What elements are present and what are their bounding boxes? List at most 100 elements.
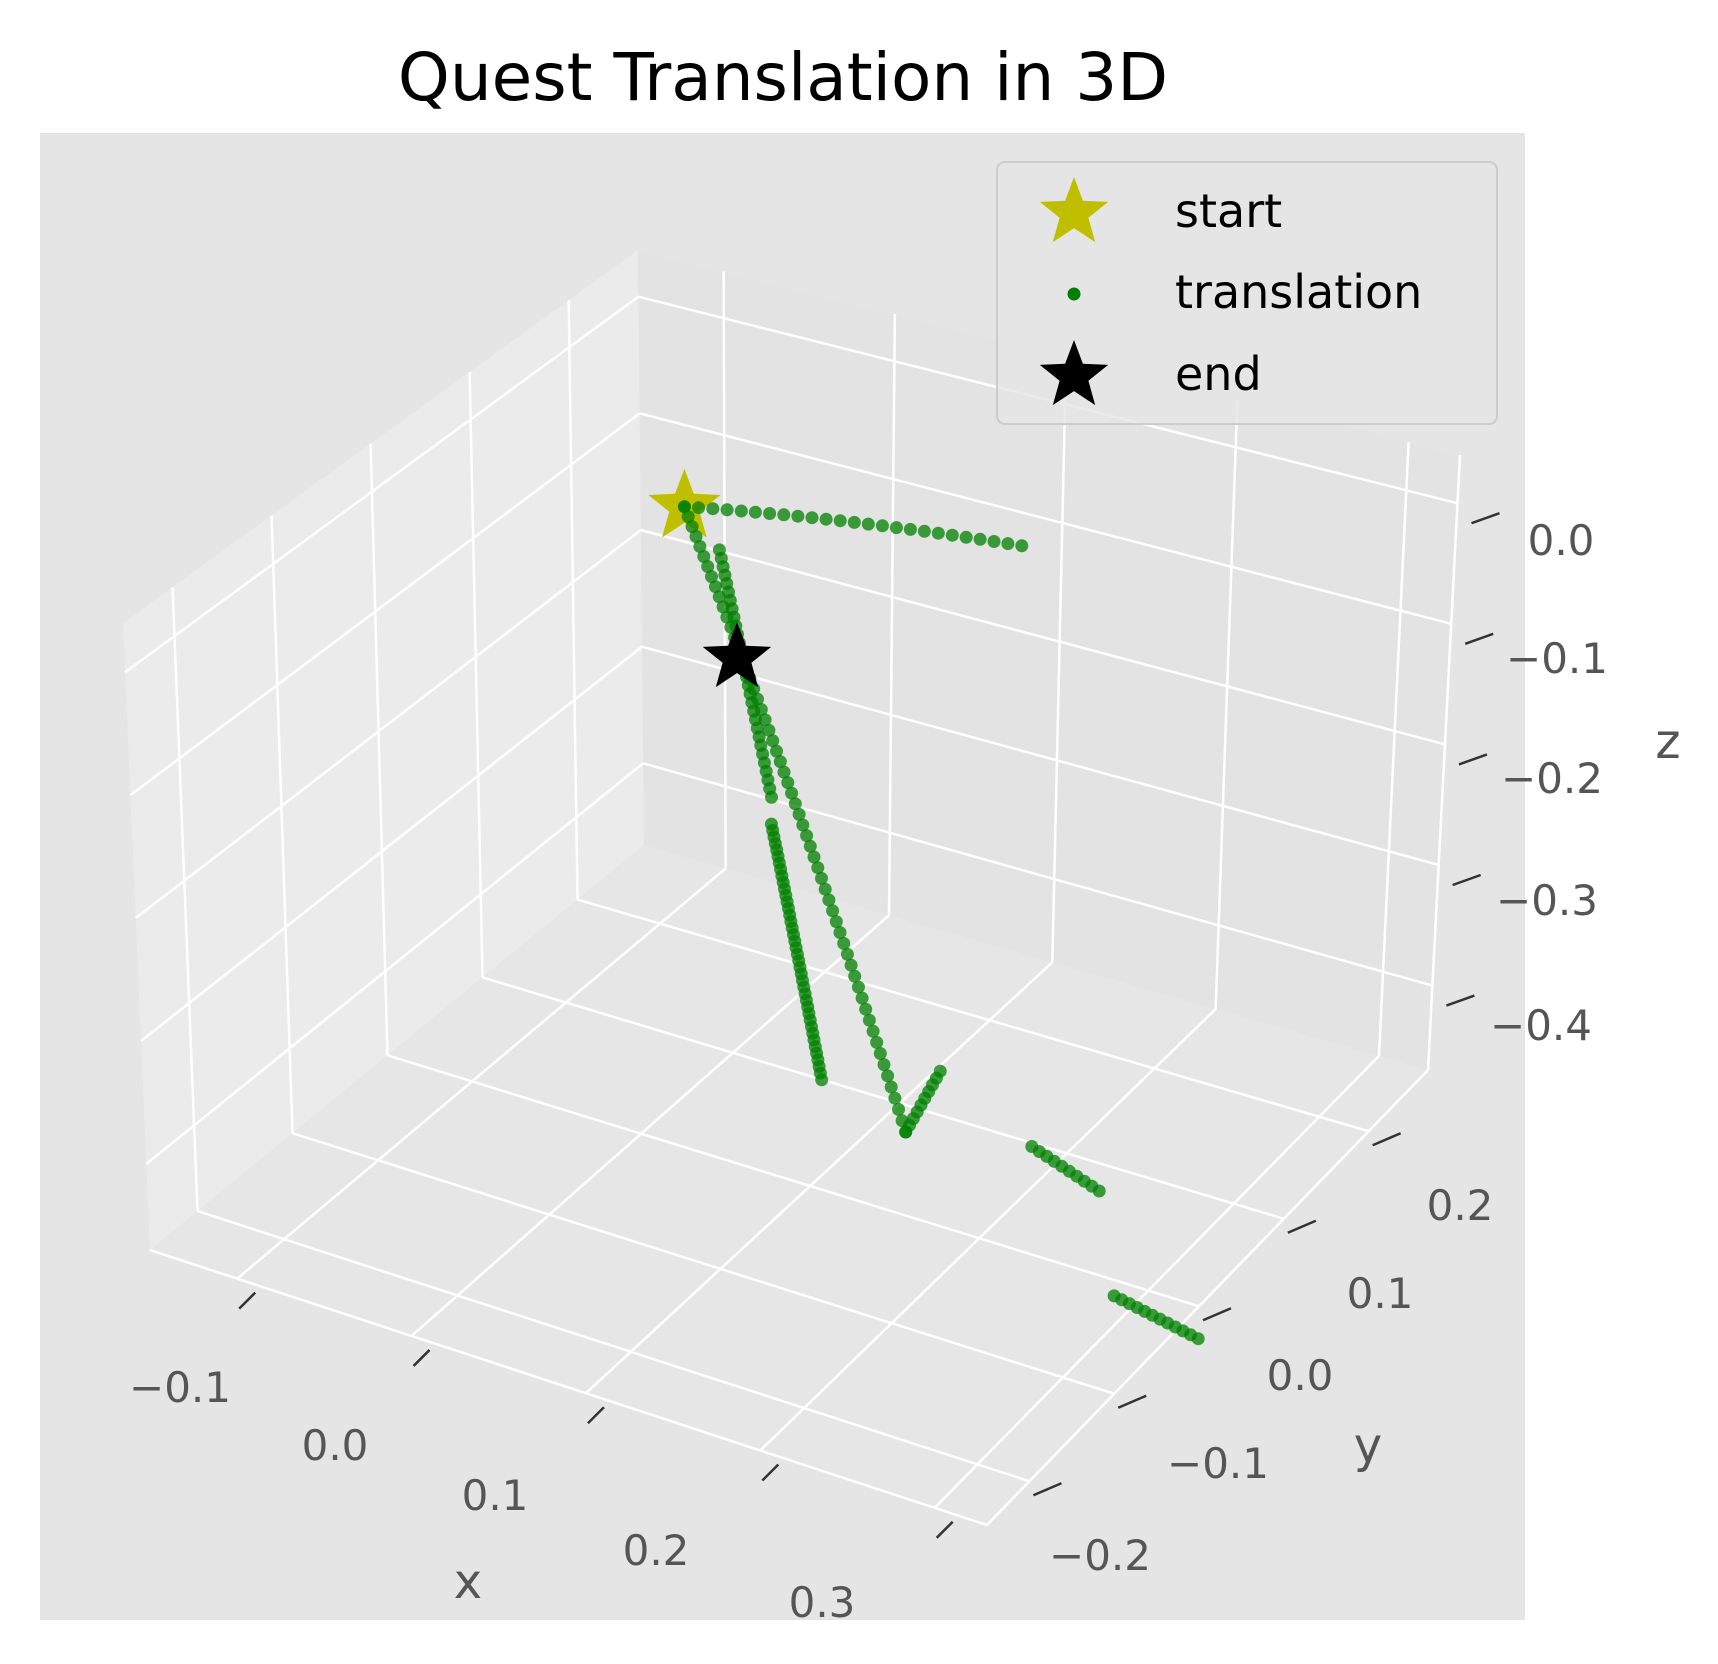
y-axis-label: y xyxy=(1354,1418,1382,1474)
translation-point xyxy=(689,530,703,543)
translation-point xyxy=(945,528,959,542)
translation-point xyxy=(765,790,778,804)
y-tick-mark xyxy=(1202,1307,1232,1322)
translation-point xyxy=(777,508,791,522)
y-gridline-floor xyxy=(577,898,1369,1133)
z-gridline-left xyxy=(134,529,642,920)
x-gridline-floor xyxy=(933,1055,1380,1509)
x-tick-label: 0.2 xyxy=(623,1526,690,1575)
translation-point xyxy=(763,507,777,520)
translation-point xyxy=(884,1080,898,1094)
y-gridline-left xyxy=(468,371,484,978)
translation-point xyxy=(833,514,847,528)
z-tick-mark xyxy=(1452,873,1482,887)
translation-point xyxy=(785,786,799,800)
x-axis-label: x xyxy=(454,1554,482,1610)
z-tick-mark xyxy=(1464,632,1494,646)
translation-point xyxy=(720,503,734,517)
back-pane xyxy=(638,250,1460,1070)
translation-point xyxy=(796,818,810,832)
translation-point xyxy=(829,915,843,929)
z-gridline-left xyxy=(145,762,644,1165)
y-tick-mark xyxy=(1117,1394,1147,1409)
translation-point xyxy=(677,500,691,514)
y-gridline-left xyxy=(171,587,199,1212)
y-axis-line xyxy=(986,1069,1429,1526)
translation-point xyxy=(833,926,847,939)
x-tick-mark xyxy=(761,1463,780,1482)
translation-point xyxy=(819,512,833,526)
translation-point xyxy=(848,969,862,983)
z-gridline-back xyxy=(641,645,1439,867)
translation-point xyxy=(705,570,718,584)
legend-frame xyxy=(996,161,1498,425)
floor-pane xyxy=(150,845,1428,1525)
z-gridline-left xyxy=(124,295,640,674)
translation-point xyxy=(844,958,858,972)
z-tick-mark xyxy=(1458,753,1488,766)
legend-label-start: start xyxy=(1175,184,1282,238)
translation-point xyxy=(903,522,917,536)
data-layer xyxy=(648,468,1205,1346)
x-tick-label: 0.3 xyxy=(789,1578,856,1627)
y-tick-mark xyxy=(1287,1219,1317,1234)
translation-point xyxy=(855,991,869,1005)
translation-point xyxy=(859,1002,873,1016)
x-tick-mark xyxy=(935,1520,954,1539)
translation-point xyxy=(807,850,821,864)
legend-marker-start xyxy=(1039,177,1109,243)
translation-point xyxy=(873,1047,887,1060)
z-tick-mark xyxy=(1471,512,1500,525)
grid-lines xyxy=(124,271,1500,1539)
x-axis-line xyxy=(149,1248,988,1527)
translation-point xyxy=(773,755,787,769)
translation-point xyxy=(870,1035,884,1049)
z-axis-label: z xyxy=(1655,714,1680,770)
legend-marker-end xyxy=(1039,340,1109,406)
translation-point xyxy=(822,893,836,907)
x-gridline-floor xyxy=(585,961,1054,1395)
legend: start translation end xyxy=(996,161,1498,425)
z-tick-label: −0.4 xyxy=(1490,1001,1592,1050)
x-gridline-floor xyxy=(236,867,727,1280)
y-tick-label: 0.0 xyxy=(1267,1351,1334,1400)
legend-label-end: end xyxy=(1175,347,1262,401)
translation-point xyxy=(959,530,973,544)
translation-point xyxy=(875,519,889,533)
y-tick-label: 0.2 xyxy=(1427,1181,1494,1230)
translation-point xyxy=(815,1073,829,1087)
translation-point xyxy=(805,511,819,525)
x-gridline-back xyxy=(1377,442,1410,1056)
translation-point xyxy=(762,723,776,737)
translation-point xyxy=(826,904,840,918)
legend-label-translation: translation xyxy=(1175,265,1422,319)
translation-point xyxy=(777,765,791,779)
x-gridline-back xyxy=(887,314,897,916)
x-tick-label: 0.0 xyxy=(302,1421,369,1470)
z-axis-line xyxy=(1426,454,1462,1071)
translation-point xyxy=(973,532,987,546)
y-tick-mark xyxy=(1372,1132,1402,1147)
x-tick-mark xyxy=(238,1291,257,1310)
x-tick-label: 0.1 xyxy=(462,1471,529,1520)
translation-point xyxy=(889,521,903,535)
translation-point xyxy=(758,713,772,727)
translation-point xyxy=(681,510,695,524)
translation-point xyxy=(1015,539,1029,553)
translation-point xyxy=(803,839,817,853)
translation-point xyxy=(881,1069,895,1083)
legend-marker-translation xyxy=(1067,287,1081,301)
translation-point xyxy=(748,505,762,519)
translation-point xyxy=(931,526,945,540)
translation-point xyxy=(685,520,699,534)
y-gridline-floor xyxy=(482,976,1285,1220)
end-marker xyxy=(702,622,772,688)
translation-point xyxy=(837,936,851,950)
y-axis-ticks: −0.2 −0.1 0.0 0.1 0.2 xyxy=(1049,1181,1493,1580)
x-tick-mark xyxy=(587,1406,605,1425)
y-gridline-floor xyxy=(197,1209,1030,1483)
translation-point xyxy=(892,1102,905,1116)
x-gridline-back xyxy=(1051,356,1068,963)
translation-point xyxy=(847,515,861,529)
